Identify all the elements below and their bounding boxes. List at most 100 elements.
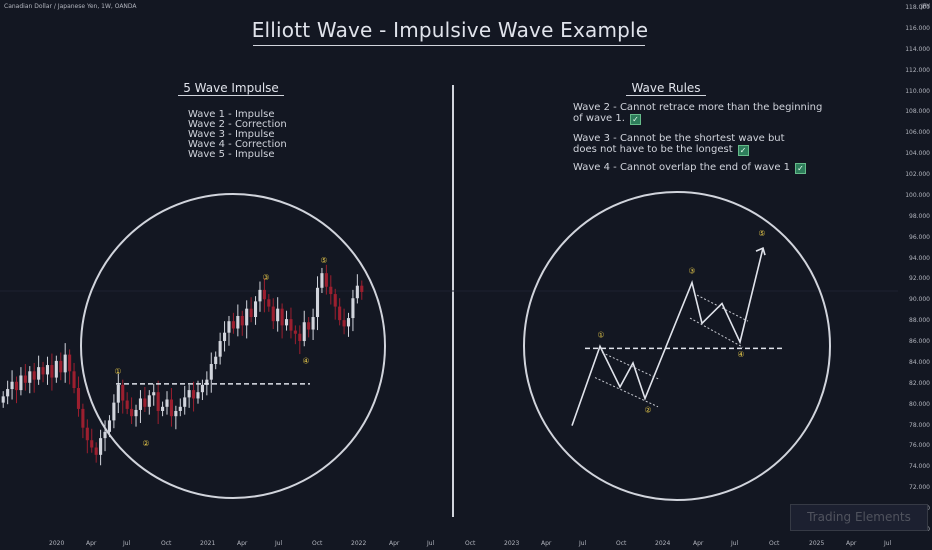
- y-tick-label: 74.000: [909, 463, 930, 471]
- checkmark-icon: ✓: [629, 114, 641, 125]
- x-tick-label: Jul: [731, 540, 739, 547]
- candle-body: [112, 402, 116, 421]
- candle-body: [218, 341, 222, 357]
- candle-body: [178, 406, 182, 411]
- candle-body: [231, 321, 235, 329]
- candle-body: [267, 299, 271, 307]
- price-axis[interactable]: JPY 118.000 116.000 114.000 112.000 110.000 1…: [898, 0, 932, 550]
- x-tick-label: Apr: [846, 540, 857, 547]
- y-tick-label: 102.000: [905, 171, 930, 179]
- candle-body: [107, 420, 112, 432]
- wave-list-item: Wave 5 - Impulse: [188, 149, 275, 160]
- title-underline: [253, 45, 645, 46]
- candle-body: [1, 396, 5, 403]
- candle-body: [99, 438, 103, 455]
- candle-body: [289, 319, 293, 331]
- candle-body: [10, 381, 14, 390]
- candle-body: [76, 388, 81, 409]
- y-tick-label: 98.000: [909, 212, 930, 220]
- rule-line: of wave 1.: [573, 113, 625, 124]
- highlight-circle-right: [523, 191, 831, 501]
- candle-body: [284, 319, 289, 326]
- x-tick-label: 2023: [504, 540, 520, 547]
- y-tick-label: 78.000: [909, 421, 930, 429]
- candle-body: [116, 384, 120, 403]
- annotation-group: ① ② ③ ④ ⑤ ① ② ③ ④ ⑤: [80, 191, 831, 501]
- wave-list-item: Wave 4 - Correction: [188, 139, 287, 150]
- candle-body: [258, 289, 262, 302]
- schematic-wave-path: [571, 247, 764, 426]
- candle-body: [130, 408, 134, 417]
- rule-wave-3: Wave 3 - Cannot be the shortest wave but…: [573, 133, 785, 156]
- candle-body: [41, 367, 45, 375]
- candle-body: [81, 408, 85, 428]
- y-tick-label: 86.000: [909, 338, 930, 346]
- y-tick-label: 90.000: [909, 296, 930, 304]
- candle-body: [152, 392, 156, 396]
- checkmark-icon: ✓: [795, 163, 807, 174]
- y-tick-label: 94.000: [909, 254, 930, 262]
- candle-body: [249, 308, 253, 318]
- rule-wave-4: Wave 4 - Cannot overlap the end of wave …: [573, 162, 807, 174]
- candle-body: [169, 399, 173, 417]
- candle-body: [94, 447, 98, 455]
- rule-wave-2: Wave 2 - Cannot retrace more than the be…: [573, 102, 822, 125]
- candle-body: [307, 322, 311, 330]
- candle-body: [187, 390, 191, 398]
- candle-body: [138, 398, 142, 410]
- y-tick-label: 84.000: [909, 358, 930, 366]
- wave-list: Wave 1 - Impulse Wave 2 - Correction Wav…: [188, 110, 287, 160]
- candle-body: [315, 287, 320, 318]
- candle-body: [192, 390, 196, 399]
- y-tick-label: 112.000: [905, 66, 930, 74]
- candle-body: [320, 273, 324, 288]
- candle-body: [59, 360, 63, 373]
- rule-line: Wave 4 - Cannot overlap the end of wave …: [573, 162, 791, 173]
- candle-body: [147, 395, 151, 407]
- y-tick-label: 72.000: [909, 484, 930, 492]
- x-tick-label: Apr: [541, 540, 552, 547]
- candle-body: [262, 289, 266, 300]
- candle-body: [298, 333, 302, 342]
- section-divider: [452, 85, 454, 517]
- candle-body: [342, 320, 346, 327]
- x-tick-label: Jul: [884, 540, 892, 547]
- x-tick-label: Jul: [123, 540, 131, 547]
- rules-heading: Wave Rules: [631, 81, 701, 95]
- candle-body: [183, 397, 187, 407]
- candle-body: [205, 379, 209, 385]
- x-tick-label: 2020: [49, 540, 65, 547]
- candle-body: [32, 371, 36, 380]
- rule-line: Wave 2 - Cannot retrace more than the be…: [573, 102, 823, 113]
- candle-body: [253, 301, 258, 318]
- candle-body: [240, 315, 244, 326]
- rule-line: does not have to be the longest: [573, 144, 733, 155]
- y-tick-label: 110.000: [905, 87, 930, 95]
- x-tick-label: Jul: [275, 540, 283, 547]
- candle-body: [293, 330, 297, 334]
- wave-number-label: ④: [302, 356, 309, 365]
- x-tick-label: Jul: [427, 540, 435, 547]
- channel-line: [601, 352, 661, 381]
- wave-number-label: ⑤: [758, 229, 765, 238]
- candle-body: [196, 392, 200, 399]
- wave-list-item: Wave 1 - Impulse: [188, 109, 275, 120]
- y-tick-label: 106.000: [905, 129, 930, 137]
- candle-body: [134, 409, 138, 417]
- candle-body: [302, 322, 306, 342]
- candle-body: [121, 384, 125, 401]
- candle-body: [23, 375, 27, 383]
- x-tick-label: Apr: [86, 540, 97, 547]
- candle-body: [85, 427, 89, 441]
- candle-body: [214, 356, 218, 365]
- x-tick-label: Oct: [161, 540, 172, 547]
- candle-body: [68, 354, 72, 372]
- candle-body: [156, 392, 160, 411]
- wave-number-label: ②: [644, 405, 651, 414]
- x-tick-label: 2025: [809, 540, 825, 547]
- y-tick-label: 96.000: [909, 233, 930, 241]
- candle-body: [174, 410, 178, 417]
- wave-number-label: ③: [262, 273, 269, 282]
- x-tick-label: 2024: [655, 540, 671, 547]
